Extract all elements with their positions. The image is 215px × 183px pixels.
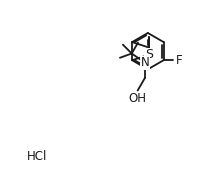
Text: N: N: [141, 56, 149, 69]
Text: HCl: HCl: [27, 150, 47, 163]
Text: F: F: [176, 54, 182, 67]
Text: S: S: [145, 48, 153, 61]
Text: OH: OH: [129, 92, 147, 105]
